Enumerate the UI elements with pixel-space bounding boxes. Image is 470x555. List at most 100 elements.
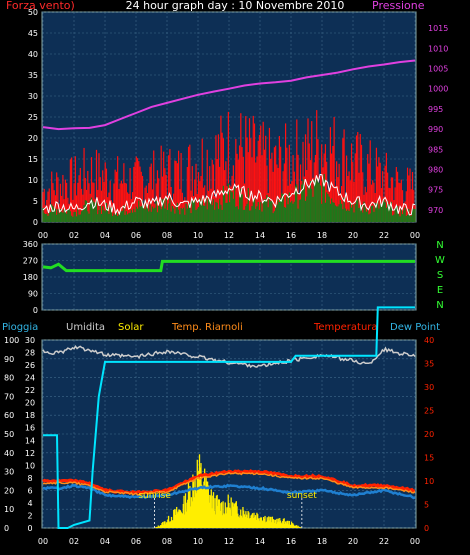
humidity-y-tick: 50 — [4, 430, 14, 439]
compass-label: N — [436, 240, 443, 251]
temp-x-tick: 20 — [348, 537, 358, 546]
rain-y-tick: 30 — [25, 336, 35, 345]
temp-riarnoli-line — [42, 471, 416, 496]
temp-x-tick: 08 — [162, 537, 172, 546]
direction-y-tick: 90 — [28, 290, 38, 299]
wind-y-tick: 10 — [28, 176, 38, 185]
temperature-y-tick: 20 — [424, 430, 434, 439]
temp-x-tick: 00 — [38, 537, 48, 546]
wind-x-tick: 14 — [255, 231, 265, 240]
wind-x-tick: 00 — [410, 231, 420, 240]
temp-x-tick: 00 — [410, 537, 420, 546]
temp-x-tick: 02 — [69, 537, 79, 546]
temp-x-tick: 12 — [224, 537, 234, 546]
temperature-y-tick: 25 — [424, 407, 434, 416]
wind-x-tick: 04 — [100, 231, 110, 240]
sunrise-label: sunrise — [138, 491, 171, 501]
wind-y-tick: 50 — [28, 8, 38, 17]
temperature-y-tick: 30 — [424, 383, 434, 392]
dew-point-line — [42, 483, 416, 500]
rain-y-tick: 4 — [27, 499, 32, 508]
temperature-y-tick: 10 — [424, 477, 434, 486]
compass-label: N — [436, 300, 443, 311]
pressure-y-tick: 1010 — [428, 44, 448, 53]
graph-title: 24 hour graph day : 10 Novembre 2010 — [126, 0, 345, 12]
pressure-y-tick: 1000 — [428, 85, 448, 94]
temp-x-tick: 06 — [131, 537, 141, 546]
wind-y-tick: 25 — [28, 113, 38, 122]
temperature-y-tick: 5 — [424, 501, 429, 510]
humidity-line — [42, 344, 416, 369]
wind-x-tick: 06 — [131, 231, 141, 240]
legend-umidita: Umidita — [66, 322, 105, 333]
humidity-y-tick: 100 — [4, 336, 19, 345]
wind-x-tick: 02 — [69, 231, 79, 240]
pressure-y-tick: 970 — [428, 206, 443, 215]
rain-y-tick: 28 — [25, 349, 35, 358]
wind-y-tick: 40 — [28, 50, 38, 59]
wind-y-tick: 15 — [28, 155, 38, 164]
temp-x-tick: 16 — [286, 537, 296, 546]
pressure-y-tick: 1015 — [428, 24, 448, 33]
legend-pioggia: Pioggia — [2, 322, 38, 333]
temperature-y-tick: 15 — [424, 454, 434, 463]
legend-solar: Solar — [118, 322, 144, 333]
wind-x-tick: 10 — [193, 231, 203, 240]
direction-y-tick: 270 — [23, 257, 38, 266]
direction-y-tick: 360 — [23, 240, 38, 249]
legend-temperatura: Temperatura — [313, 322, 378, 333]
pressure-y-tick: 990 — [428, 125, 443, 134]
temp-x-tick: 18 — [317, 537, 327, 546]
compass-label: S — [437, 270, 443, 281]
humidity-y-tick: 40 — [4, 449, 14, 458]
rain-y-tick: 10 — [25, 461, 35, 470]
rain-line — [43, 306, 415, 529]
wind-x-tick: 18 — [317, 231, 327, 240]
pressure-y-tick: 985 — [428, 145, 443, 154]
rain-y-tick: 12 — [25, 449, 35, 458]
humidity-y-tick: 70 — [4, 392, 14, 401]
rain-y-tick: 14 — [25, 436, 35, 445]
pressure-y-tick: 1005 — [428, 65, 448, 74]
wind-y-tick: 45 — [28, 29, 38, 38]
humidity-y-tick: 90 — [4, 355, 14, 364]
direction-y-tick: 180 — [23, 273, 38, 282]
wind-axis-label: Forza vento) — [6, 0, 75, 12]
pressure-axis-label: Pressione — [372, 0, 425, 12]
rain-y-tick: 22 — [25, 386, 35, 395]
wind-x-tick: 16 — [286, 231, 296, 240]
pressure-line — [42, 59, 416, 131]
wind-x-tick: 08 — [162, 231, 172, 240]
temp-x-tick: 14 — [255, 537, 265, 546]
compass-label: E — [437, 285, 443, 296]
rain-y-tick: 26 — [25, 361, 35, 370]
humidity-y-tick: 10 — [4, 505, 14, 514]
gust-line — [42, 173, 416, 216]
humidity-y-tick: 0 — [4, 524, 9, 533]
wind-x-tick: 20 — [348, 231, 358, 240]
rain-y-tick: 8 — [27, 474, 32, 483]
rain-y-tick: 24 — [25, 374, 35, 383]
pressure-y-tick: 975 — [428, 186, 443, 195]
direction-line — [42, 259, 415, 273]
rain-y-tick: 0 — [27, 524, 32, 533]
humidity-y-tick: 80 — [4, 374, 14, 383]
legend-temp-riarnoli: Temp. Riarnoli — [171, 322, 243, 333]
compass-label: W — [435, 255, 445, 266]
direction-y-tick: 0 — [33, 306, 38, 315]
sunset-label: sunset — [287, 491, 317, 501]
humidity-y-tick: 20 — [4, 486, 14, 495]
pressure-y-tick: 995 — [428, 105, 443, 114]
temperature-y-tick: 35 — [424, 360, 434, 369]
temperature-y-tick: 40 — [424, 336, 434, 345]
humidity-y-tick: 60 — [4, 411, 14, 420]
wind-x-tick: 12 — [224, 231, 234, 240]
wind-y-tick: 30 — [28, 92, 38, 101]
rain-y-tick: 2 — [27, 511, 32, 520]
humidity-y-tick: 30 — [4, 468, 14, 477]
temperature-line — [42, 469, 415, 496]
wind-y-tick: 20 — [28, 134, 38, 143]
temp-x-tick: 22 — [379, 537, 389, 546]
wind-y-tick: 0 — [33, 218, 38, 227]
